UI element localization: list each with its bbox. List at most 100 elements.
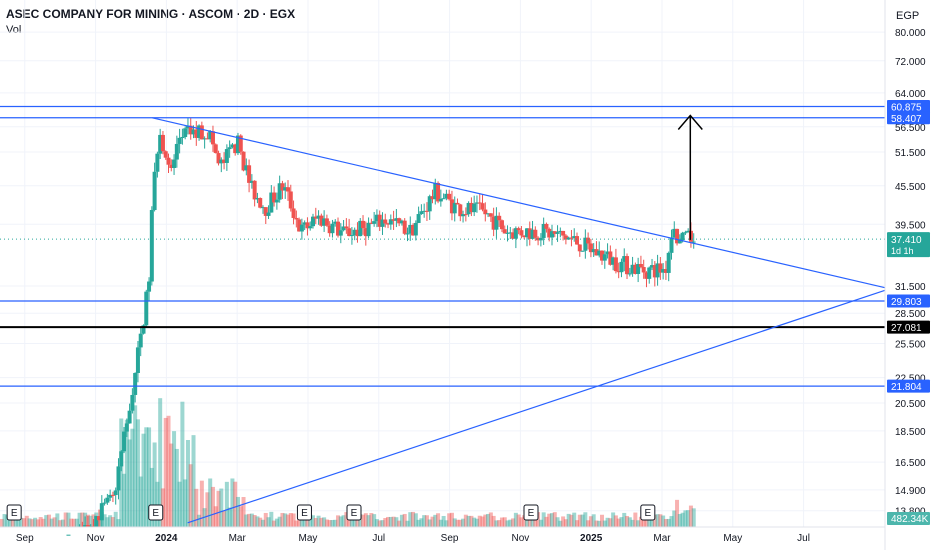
- volume-bar: [69, 518, 74, 527]
- candle-body: [205, 138, 210, 140]
- candle-body: [463, 214, 468, 216]
- candle-body: [269, 192, 274, 213]
- volume-bar: [622, 512, 627, 527]
- volume-bar: [488, 512, 493, 527]
- volume-bar: [144, 427, 149, 527]
- candle-body: [658, 263, 663, 273]
- last-price-label: 37.410: [891, 235, 922, 246]
- candle-body: [308, 226, 313, 229]
- candle-body: [452, 202, 457, 214]
- candle-body: [666, 252, 671, 273]
- candle-body: [616, 271, 621, 273]
- candle-body: [650, 265, 655, 268]
- volume-bar: [227, 507, 232, 527]
- volume-bar: [430, 516, 435, 527]
- candle-body: [263, 207, 268, 216]
- candle-body: [344, 226, 349, 229]
- volume-bar: [444, 520, 449, 527]
- trendlines: [152, 114, 886, 524]
- volume-bar: [55, 513, 60, 527]
- candle-body: [602, 254, 607, 261]
- volume-bar: [72, 518, 77, 527]
- volume-bar: [277, 516, 282, 527]
- volume-bar: [216, 490, 221, 527]
- volume-bar: [655, 514, 660, 527]
- volume-bar: [127, 439, 132, 527]
- volume-bar: [680, 512, 685, 527]
- volume-bar: [327, 520, 332, 527]
- candle-body: [575, 236, 580, 245]
- candle-body: [147, 281, 152, 292]
- candle-body: [552, 231, 557, 234]
- time-tick-label: Jul: [797, 533, 810, 544]
- time-tick-label: Nov: [87, 533, 105, 544]
- candle-body: [135, 347, 140, 373]
- volume-bar: [191, 435, 196, 527]
- price-tick-label: 31.500: [895, 282, 926, 293]
- candle-body: [608, 251, 613, 265]
- volume-bar: [224, 481, 229, 527]
- volume-bar: [683, 510, 688, 527]
- candle-body: [322, 218, 327, 226]
- volume-bar: [272, 520, 277, 527]
- volume-bar: [294, 520, 299, 527]
- volume-bar: [424, 515, 429, 527]
- candle-body: [244, 165, 249, 171]
- candle-body: [294, 217, 299, 220]
- volume-bar: [174, 448, 179, 527]
- candle-body: [558, 230, 563, 233]
- candle-body: [433, 182, 438, 200]
- volume-bar: [324, 519, 329, 527]
- candle-body: [377, 214, 382, 227]
- earnings-marker[interactable]: E: [346, 504, 362, 521]
- candle-body: [627, 273, 632, 275]
- candle-body: [333, 221, 338, 224]
- candle-body: [486, 213, 491, 215]
- candle-body: [622, 256, 627, 262]
- candle-body: [152, 171, 157, 210]
- earnings-marker[interactable]: E: [6, 504, 22, 521]
- volume-bar: [258, 517, 263, 527]
- earnings-marker[interactable]: E: [296, 504, 312, 521]
- volume-bar: [88, 515, 93, 527]
- candle-body: [444, 193, 449, 199]
- earnings-marker-label: E: [528, 508, 535, 519]
- candle-body: [177, 137, 182, 144]
- candle-body: [625, 256, 630, 275]
- volume-indicator-label[interactable]: Vol: [6, 24, 22, 36]
- candle-body: [324, 218, 329, 226]
- candle-body: [583, 237, 588, 251]
- candle-body: [522, 235, 527, 238]
- candle-body: [291, 208, 296, 218]
- candle-body: [305, 222, 310, 229]
- earnings-marker[interactable]: E: [523, 504, 539, 521]
- volume-bar: [608, 518, 613, 527]
- volume-bar: [591, 514, 596, 527]
- volume-bar: [302, 516, 307, 527]
- volume-bar: [199, 480, 204, 527]
- volume-bar: [283, 513, 288, 527]
- earnings-marker-box: [640, 504, 656, 521]
- candle-body: [672, 228, 677, 238]
- candle-body: [66, 534, 71, 536]
- earnings-marker-box: [346, 504, 362, 521]
- price-tick-label: 28.500: [895, 309, 926, 320]
- candle-body: [338, 230, 343, 236]
- volume-bar: [238, 506, 243, 527]
- candle-body: [369, 222, 374, 224]
- candle-body: [455, 202, 460, 205]
- level-label: 27.081: [891, 323, 922, 334]
- earnings-marker[interactable]: E: [640, 504, 656, 521]
- candle-body: [163, 151, 168, 158]
- candle-body: [416, 214, 421, 223]
- volume-bar: [619, 517, 624, 527]
- candle-body: [180, 136, 185, 138]
- candle-body: [449, 199, 454, 214]
- candle-body: [424, 210, 429, 212]
- candle-body: [202, 138, 207, 140]
- candle-body: [158, 134, 163, 154]
- earnings-marker[interactable]: E: [148, 504, 164, 521]
- candle-body: [341, 226, 346, 231]
